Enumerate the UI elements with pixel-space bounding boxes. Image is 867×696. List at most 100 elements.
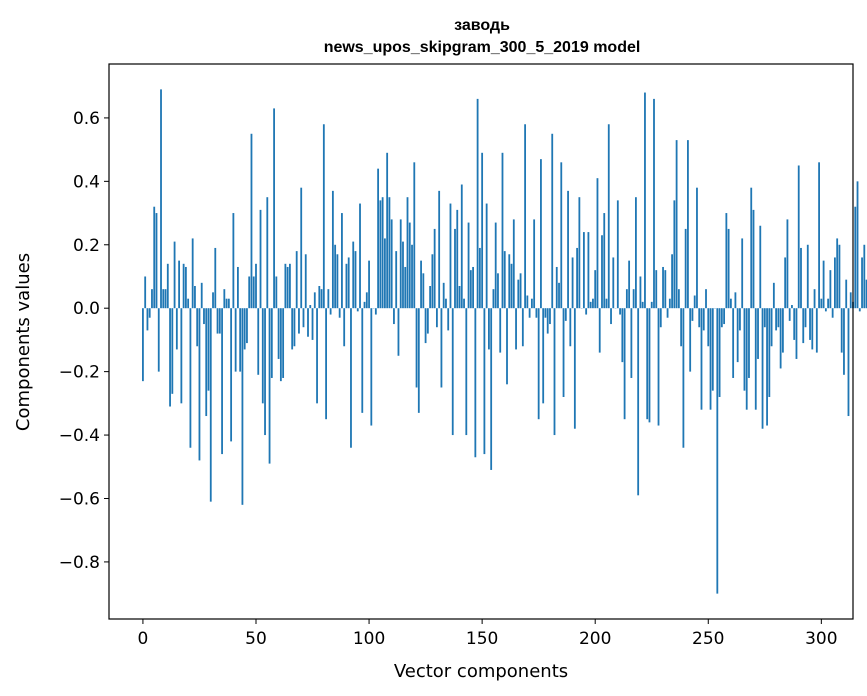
bar-111 <box>393 308 395 325</box>
bar-310 <box>843 308 845 375</box>
bar-206 <box>607 124 610 309</box>
bar-280 <box>775 308 778 331</box>
x-tick-label: 50 <box>245 629 267 649</box>
bar-178 <box>544 308 547 318</box>
bar-279 <box>772 282 775 309</box>
y-tick-label: 0.6 <box>73 109 100 129</box>
bar-124 <box>422 273 425 309</box>
bar-176 <box>540 159 542 309</box>
bar-81 <box>325 308 327 420</box>
bar-125 <box>424 308 427 344</box>
bar-88 <box>341 213 343 309</box>
bar-91 <box>347 257 350 309</box>
bar-41 <box>234 308 237 372</box>
bars-group <box>142 89 867 594</box>
bar-123 <box>420 260 422 309</box>
bar-201 <box>596 178 599 309</box>
bar-51 <box>257 308 260 375</box>
bar-76 <box>313 292 316 309</box>
bar-199 <box>592 298 594 309</box>
bar-260 <box>729 298 732 309</box>
bar-37 <box>225 298 228 309</box>
bar-139 <box>456 209 459 309</box>
bar-27 <box>203 308 205 325</box>
bar-11 <box>166 263 169 309</box>
bar-257 <box>723 308 726 325</box>
bar-85 <box>334 244 337 309</box>
bar-211 <box>619 308 621 315</box>
bar-210 <box>616 200 619 309</box>
bar-8 <box>160 89 162 309</box>
bar-152 <box>485 203 488 309</box>
bar-7 <box>157 308 160 372</box>
bar-236 <box>675 140 678 309</box>
bar-197 <box>587 232 590 309</box>
bar-219 <box>637 308 640 496</box>
bar-299 <box>818 162 820 309</box>
bar-256 <box>720 308 723 328</box>
bar-237 <box>677 289 680 309</box>
bar-287 <box>791 305 793 309</box>
bar-69 <box>298 308 300 334</box>
bar-74 <box>309 305 312 309</box>
bar-313 <box>849 292 852 309</box>
bar-155 <box>492 289 495 309</box>
bar-241 <box>687 140 689 309</box>
y-axis-ticks: −0.8 −0.6 −0.4 −0.2 0.0 0.2 0.4 0.6 <box>59 109 109 573</box>
bar-79 <box>320 289 323 309</box>
bar-28 <box>205 308 208 417</box>
bar-109 <box>388 197 391 309</box>
bar-15 <box>175 308 178 350</box>
bar-259 <box>727 228 730 309</box>
bar-221 <box>641 301 644 309</box>
bar-23 <box>194 286 196 309</box>
bar-112 <box>395 251 398 309</box>
bar-140 <box>458 286 461 309</box>
bar-114 <box>399 219 402 309</box>
bar-53 <box>261 308 264 404</box>
bar-198 <box>589 301 592 309</box>
bar-191 <box>573 308 576 429</box>
bar-245 <box>696 187 698 309</box>
bar-277 <box>768 308 771 397</box>
bar-226 <box>653 98 655 309</box>
bar-272 <box>757 308 759 359</box>
bar-118 <box>408 222 411 309</box>
bar-216 <box>630 308 633 378</box>
bar-56 <box>268 308 271 464</box>
bar-205 <box>605 298 608 309</box>
bar-71 <box>302 308 305 328</box>
bar-0 <box>142 308 144 382</box>
bar-158 <box>499 308 502 353</box>
bar-169 <box>524 124 527 309</box>
bar-72 <box>304 254 307 309</box>
bar-3 <box>148 308 151 318</box>
bar-103 <box>374 308 377 315</box>
bar-185 <box>560 162 563 309</box>
bar-168 <box>521 308 524 347</box>
bar-42 <box>236 266 239 309</box>
bar-129 <box>433 228 436 309</box>
bar-315 <box>854 206 857 309</box>
bar-20 <box>187 298 190 309</box>
bar-175 <box>537 308 540 420</box>
chart-title: заводь <box>454 17 510 34</box>
bar-78 <box>318 286 321 309</box>
bar-232 <box>666 308 669 318</box>
x-tick-label: 200 <box>579 629 611 649</box>
bar-270 <box>752 209 755 309</box>
bar-151 <box>483 308 486 455</box>
bar-65 <box>289 263 291 309</box>
bar-301 <box>822 260 825 309</box>
bar-108 <box>386 152 389 309</box>
bar-1 <box>144 276 147 309</box>
bar-267 <box>745 308 748 410</box>
bar-66 <box>291 308 294 350</box>
bar-238 <box>680 308 683 347</box>
bar-228 <box>657 308 660 426</box>
bar-248 <box>702 308 705 331</box>
bar-107 <box>383 238 386 309</box>
bar-276 <box>766 308 768 426</box>
bar-179 <box>546 308 549 334</box>
bar-180 <box>549 308 551 325</box>
